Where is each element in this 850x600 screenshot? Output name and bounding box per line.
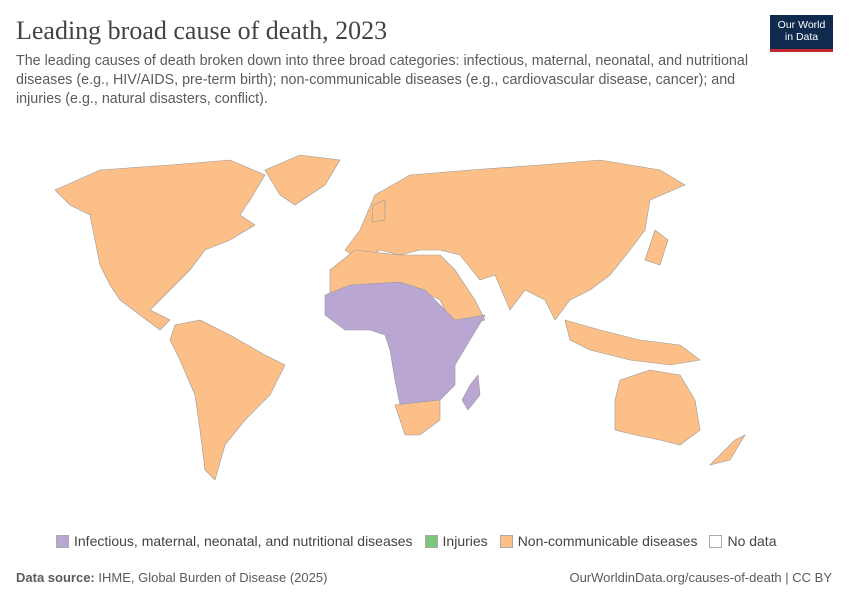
world-map [54,154,746,480]
region[interactable] [644,229,669,266]
legend-label: Injuries [442,533,488,549]
legend-swatch [499,534,513,548]
legend-label: No data [727,533,777,549]
region[interactable] [264,154,341,206]
region[interactable] [371,199,386,223]
legend-item[interactable]: Infectious, maternal, neonatal, and nutr… [56,533,413,549]
url[interactable]: OurWorldinData.org/causes-of-death | CC … [569,570,832,585]
legend-swatch [424,534,438,548]
region[interactable] [324,281,486,406]
legend-item[interactable]: Non-communicable diseases [499,533,698,549]
title: Leading broad cause of death, 2023 [16,16,388,45]
logo-line: in Data [784,31,819,43]
legend-item[interactable]: Injuries [424,533,488,549]
region[interactable] [564,319,701,366]
legend-item[interactable]: No data [709,533,777,549]
logo[interactable]: Our World in Data [770,15,833,52]
region[interactable] [614,369,701,446]
region[interactable] [394,399,441,436]
legend-label: Non-communicable diseases [517,533,698,549]
region[interactable] [169,319,286,480]
source-label: Data source: [16,570,95,585]
legend-label: Infectious, maternal, neonatal, and nutr… [74,533,413,549]
source-text: IHME, Global Burden of Disease (2025) [98,570,328,585]
subtitle: The leading causes of death broken down … [16,53,748,107]
region[interactable] [709,434,746,466]
source: Data source: IHME, Global Burden of Dise… [16,570,327,585]
logo-line: Our World [777,19,826,31]
region[interactable] [54,159,266,331]
legend: Infectious, maternal, neonatal, and nutr… [56,533,777,549]
legend-swatch [56,534,69,548]
legend-swatch [709,534,723,548]
region[interactable] [461,374,481,411]
region[interactable] [344,159,686,321]
